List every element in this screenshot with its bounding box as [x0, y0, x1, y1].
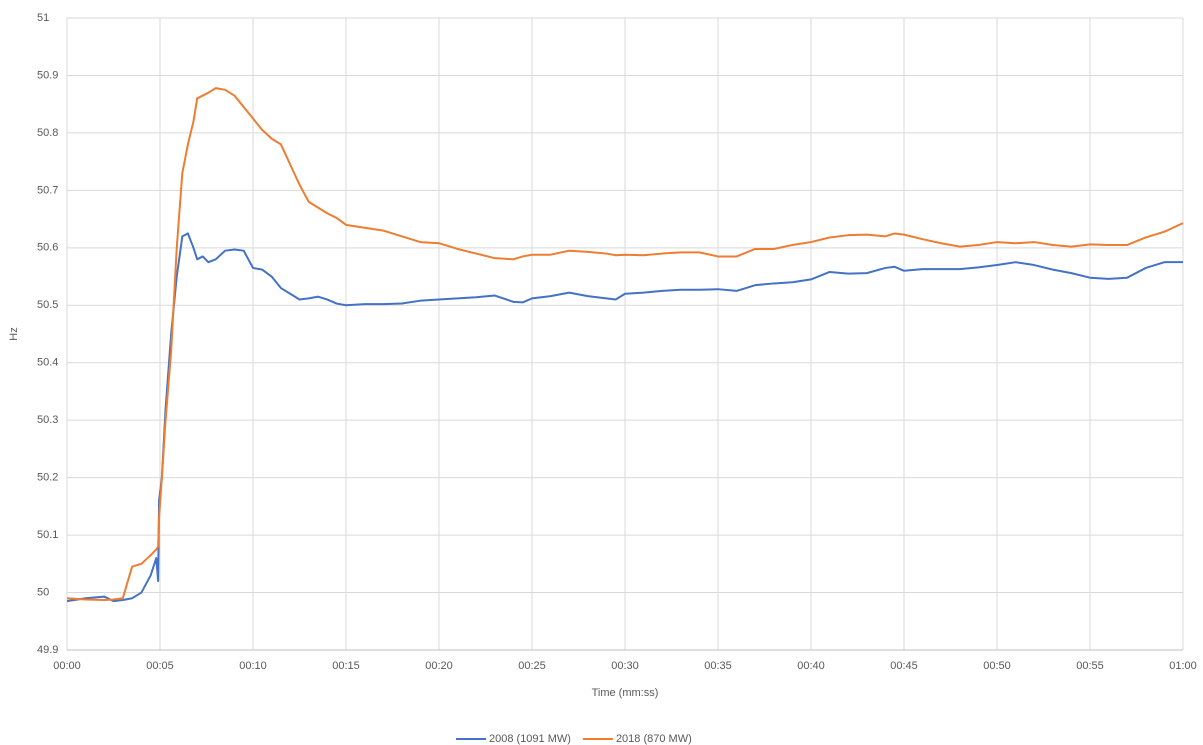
y-tick-label: 50.3: [37, 414, 58, 426]
x-tick-label: 00:40: [797, 660, 825, 672]
x-tick-label: 00:30: [611, 660, 639, 672]
x-tick-label: 00:25: [518, 660, 546, 672]
x-tick-label: 00:50: [983, 660, 1011, 672]
y-tick-label: 50.9: [37, 69, 58, 81]
legend-label: 2008 (1091 MW): [489, 733, 571, 745]
x-tick-label: 00:05: [146, 660, 174, 672]
x-tick-label: 00:45: [890, 660, 918, 672]
legend-label: 2018 (870 MW): [616, 733, 692, 745]
y-tick-label: 50.6: [37, 242, 58, 254]
line-series: [66, 87, 1184, 602]
x-tick-label: 00:20: [425, 660, 453, 672]
y-axis-title: Hz: [8, 327, 20, 340]
y-tick-label: 50.1: [37, 529, 58, 541]
x-tick-label: 00:10: [239, 660, 267, 672]
y-tick-label: 50.7: [37, 184, 58, 196]
y-tick-label: 50.8: [37, 127, 58, 139]
line-series: [66, 232, 1183, 603]
x-tick-label: 01:00: [1169, 660, 1197, 672]
y-tick-label: 51: [37, 12, 49, 24]
x-tick-label: 00:55: [1076, 660, 1104, 672]
y-tick-label: 50: [37, 586, 49, 598]
x-axis-title: Time (mm:ss): [592, 687, 659, 699]
y-tick-label: 50.5: [37, 299, 58, 311]
x-tick-label: 00:15: [332, 660, 360, 672]
y-tick-label: 50.4: [37, 357, 58, 369]
y-tick-label: 49.9: [37, 644, 58, 656]
x-tick-label: 00:35: [704, 660, 732, 672]
y-tick-label: 50.2: [37, 472, 58, 484]
x-tick-label: 00:00: [53, 660, 81, 672]
